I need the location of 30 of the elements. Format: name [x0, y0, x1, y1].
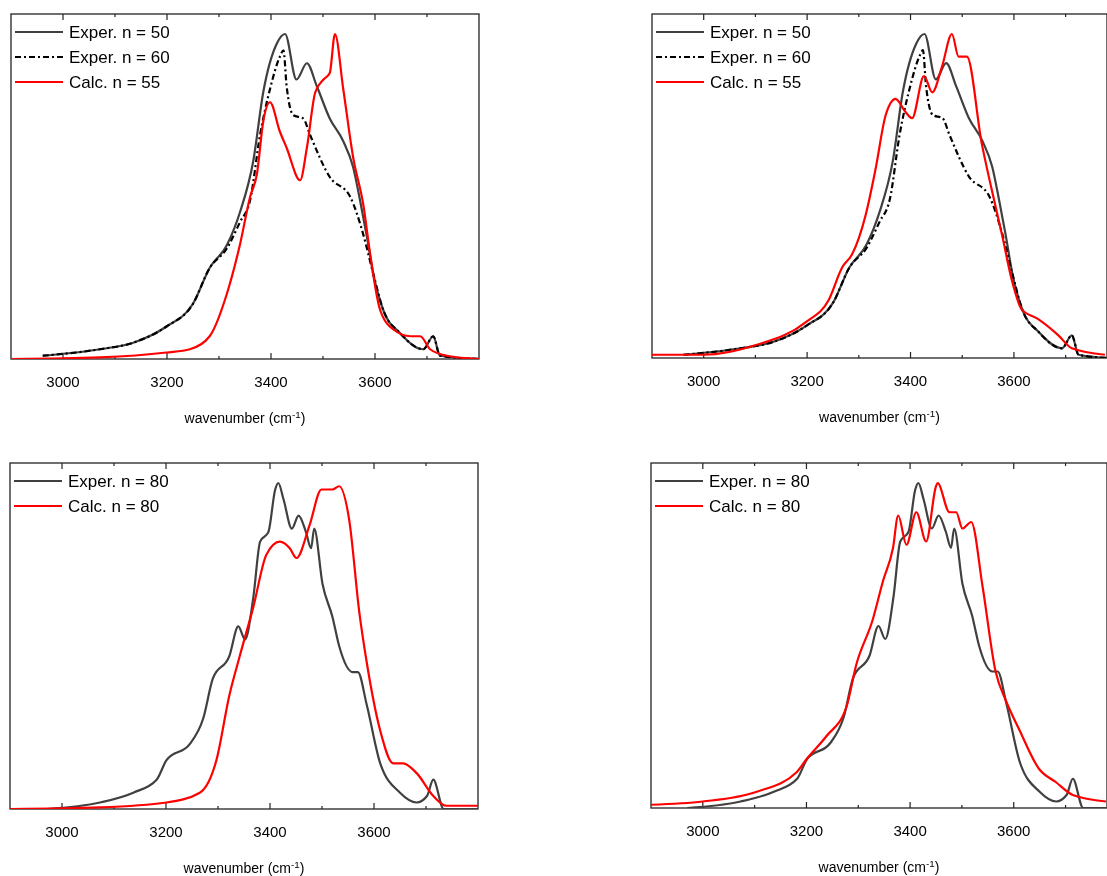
- legend-label: Exper. n = 50: [69, 23, 170, 42]
- legend-label: Exper. n = 80: [68, 472, 169, 491]
- legend-label: Exper. n = 60: [69, 48, 170, 67]
- x-tick-label: 3600: [997, 372, 1031, 389]
- legend-label: Calc. n = 80: [68, 497, 160, 516]
- legend-label: Calc. n = 55: [710, 73, 802, 92]
- x-axis-title: wavenumber (cm$^{-1}$): [818, 407, 940, 425]
- legend-label: Exper. n = 60: [710, 48, 811, 67]
- x-tick-label: 3200: [790, 372, 824, 389]
- legend-label: Calc. n = 55: [69, 73, 161, 92]
- x-tick-label: 3000: [686, 822, 720, 839]
- x-tick-label: 3400: [893, 822, 927, 839]
- x-tick-label: 3200: [150, 373, 184, 390]
- x-axis-title: wavenumber (cm$^{-1}$): [817, 857, 940, 875]
- x-tick-label: 3400: [254, 373, 288, 390]
- x-tick-label: 3600: [358, 373, 392, 390]
- x-tick-label: 3400: [893, 372, 928, 389]
- x-axis-title: wavenumber (cm$^{-1}$): [183, 408, 306, 426]
- x-tick-label: 3400: [253, 823, 287, 840]
- x-tick-label: 3600: [997, 822, 1031, 839]
- x-tick-label: 3200: [789, 822, 824, 839]
- x-axis-title: wavenumber (cm$^{-1}$): [182, 858, 305, 876]
- legend-label: Exper. n = 80: [709, 472, 810, 491]
- legend-label: Exper. n = 50: [710, 23, 811, 42]
- x-tick-label: 3200: [149, 823, 183, 840]
- legend-label: Calc. n = 80: [709, 497, 801, 516]
- x-tick-label: 3000: [45, 823, 79, 840]
- x-tick-label: 3000: [46, 373, 80, 390]
- x-tick-label: 3600: [357, 823, 391, 840]
- x-tick-label: 3000: [687, 372, 721, 389]
